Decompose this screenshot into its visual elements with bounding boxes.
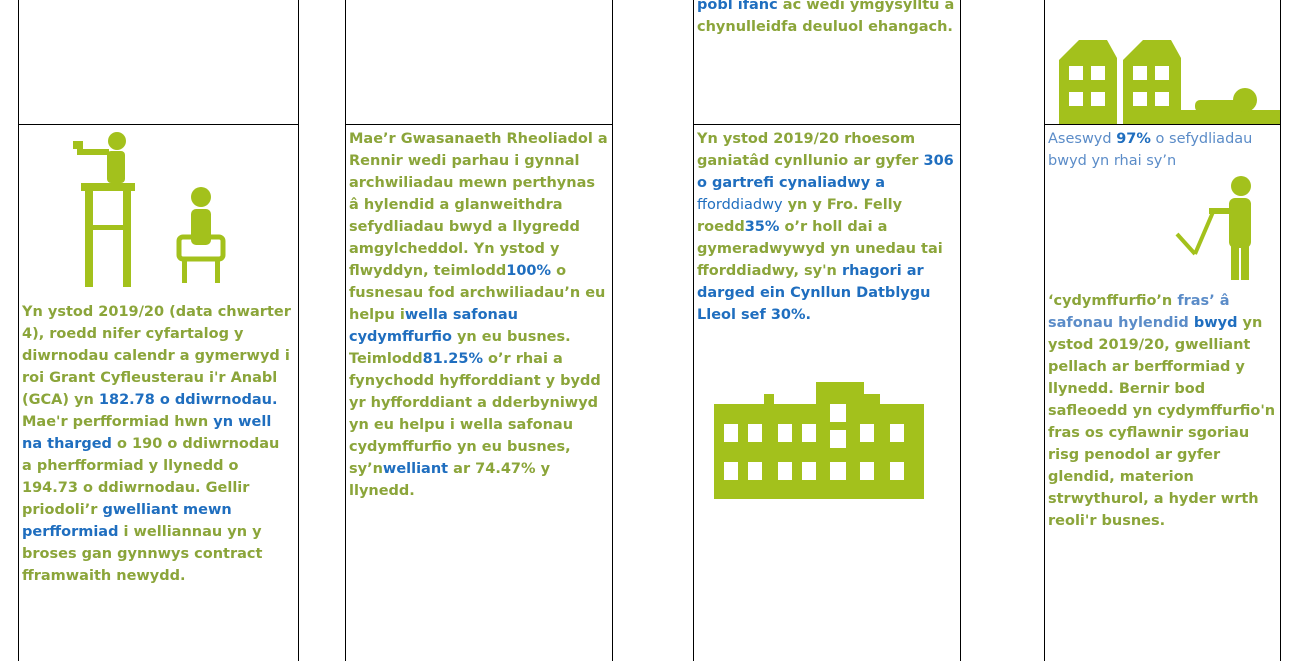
- column: Mae’r Gwasanaeth Rheoliadol a Rennir wed…: [345, 0, 613, 661]
- text-run: Mae'r perfformiad hwn: [22, 414, 213, 430]
- text-run: fforddiadwy: [697, 197, 783, 213]
- icon-houses: [1045, 0, 1280, 124]
- bottom-cell: Aseswyd 97% o sefydliadau bwyd yn rhai s…: [1045, 125, 1280, 661]
- top-cell: [1045, 0, 1280, 125]
- text-run: o’r rhai a fynychodd hyfforddiant y bydd…: [349, 351, 601, 477]
- top-cell: [346, 0, 612, 125]
- paragraph: pobl ifanc ac wedi ymgysylltu â chynulle…: [694, 0, 960, 38]
- text-run: welliant: [383, 461, 448, 477]
- top-cell: pobl ifanc ac wedi ymgysylltu â chynulle…: [694, 0, 960, 125]
- text-run: 35%: [745, 219, 780, 235]
- text-run: yn ystod 2019/20, gwelliant pellach ar b…: [1048, 315, 1275, 529]
- text-run: pobl ifanc: [697, 0, 778, 13]
- icon-terrace: [694, 364, 960, 504]
- bottom-cell: Mae’r Gwasanaeth Rheoliadol a Rennir wed…: [346, 125, 612, 661]
- top-cell: [19, 0, 298, 125]
- text-run: 182.78 o ddiwrnodau.: [99, 392, 278, 408]
- paragraph: Aseswyd 97% o sefydliadau bwyd yn rhai s…: [1045, 128, 1280, 172]
- paragraph: ‘cydymffurfio’n fras’ â safonau hylendid…: [1045, 290, 1280, 532]
- text-run: Yn ystod 2019/20 rhoesom ganiatâd cynllu…: [697, 131, 923, 169]
- text-run: Aseswyd: [1048, 131, 1116, 147]
- text-run: ‘cydymffurfio’n: [1048, 293, 1172, 309]
- paragraph: Yn ystod 2019/20 rhoesom ganiatâd cynllu…: [694, 128, 960, 326]
- column: Aseswyd 97% o sefydliadau bwyd yn rhai s…: [1044, 0, 1281, 661]
- text-run: 81.25%: [423, 351, 483, 367]
- text-run: 100%: [506, 263, 551, 279]
- paragraph: Yn ystod 2019/20 (data chwarter 4), roed…: [19, 301, 298, 587]
- bottom-cell: Yn ystod 2019/20 (data chwarter 4), roed…: [19, 125, 298, 661]
- text-run: Mae’r Gwasanaeth Rheoliadol a Rennir wed…: [349, 131, 608, 279]
- icon-builders: [19, 125, 298, 295]
- text-run: bwyd: [1189, 315, 1238, 331]
- column: Yn ystod 2019/20 (data chwarter 4), roed…: [18, 0, 299, 661]
- page: Yn ystod 2019/20 (data chwarter 4), roed…: [0, 0, 1293, 661]
- text-run: 97%: [1116, 131, 1151, 147]
- column: pobl ifanc ac wedi ymgysylltu â chynulle…: [693, 0, 961, 661]
- icon-inspector: [1045, 172, 1280, 284]
- bottom-cell: Yn ystod 2019/20 rhoesom ganiatâd cynllu…: [694, 125, 960, 661]
- paragraph: Mae’r Gwasanaeth Rheoliadol a Rennir wed…: [346, 128, 612, 502]
